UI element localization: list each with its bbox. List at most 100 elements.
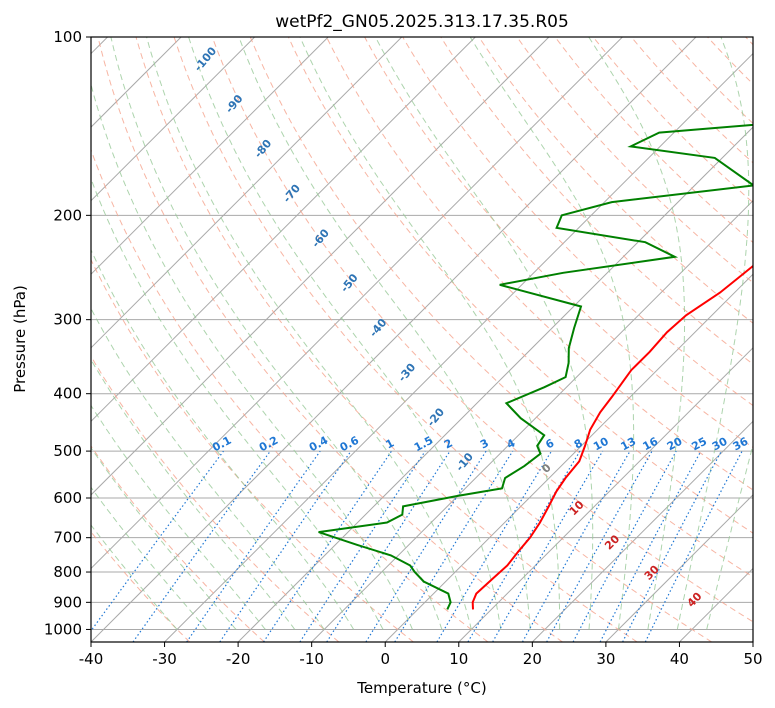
isotherm-line: [91, 37, 403, 349]
moist-adiabat-label: 10: [567, 498, 587, 518]
moist-adiabat-line: [188, 37, 502, 630]
isotherm-line: [91, 37, 329, 275]
dry-adiabat-line: [326, 37, 753, 491]
y-tick-label: 200: [53, 206, 82, 224]
axes: -40 -30 -20 -10 0 10 20 30 40 5010009008007006005…: [44, 28, 763, 668]
profile-line: [318, 123, 753, 610]
dry-adiabat-line: [91, 258, 414, 642]
mixing-ratio-line: [326, 450, 451, 642]
dry-adiabat-line: [91, 148, 489, 642]
mixing-ratio-label: 13: [619, 435, 639, 454]
chart-title: wetPf2_GN05.2025.313.17.35.R05: [275, 12, 569, 32]
mixing-ratio-line: [436, 450, 553, 642]
moist-adiabat-line: [374, 37, 594, 630]
y-tick-label: 100: [53, 28, 82, 46]
mixing-ratio-line: [219, 450, 352, 642]
profile-lines: [318, 123, 753, 610]
dry-adiabat-line: [91, 445, 265, 642]
dry-adiabat-line: [516, 37, 753, 284]
moist-adiabat-line: [706, 442, 753, 630]
plot-frame: [90, 36, 754, 643]
dry-adiabat-line: [745, 37, 753, 46]
y-tick-label: 700: [53, 529, 82, 547]
moist-adiabat-label: 20: [602, 532, 622, 552]
moist-adiabat-line: [91, 248, 355, 630]
y-tick-label: 800: [53, 563, 82, 581]
x-tick-label: 40: [670, 650, 689, 668]
isotherm-line: [531, 420, 753, 642]
isotherm-line: [458, 347, 753, 642]
isotherm-line: [752, 641, 753, 642]
dry-adiabat-label: -100: [192, 44, 220, 74]
x-tick-label: 30: [596, 650, 615, 668]
moist-adiabat-line: [91, 486, 207, 630]
dry-adiabat-label: -60: [309, 226, 332, 250]
mixing-ratio-label: 16: [641, 434, 661, 453]
isotherm-line: [91, 37, 256, 202]
dry-adiabat-label: -50: [338, 271, 361, 295]
mixing-ratio-label: 36: [731, 435, 751, 454]
mixing-ratio-label: 4: [505, 436, 518, 451]
background-lines: [91, 37, 753, 642]
x-tick-label: -10: [299, 650, 324, 668]
profile-line: [471, 264, 753, 610]
x-tick-label: -40: [79, 650, 104, 668]
x-tick-label: 0: [380, 650, 390, 668]
mixing-ratio-label: 10: [591, 435, 611, 454]
dry-adiabat-label: -90: [223, 92, 246, 116]
x-tick-label: -30: [152, 650, 177, 668]
y-tick-label: 300: [53, 311, 82, 329]
mixing-ratio-label: 30: [710, 435, 730, 454]
moist-adiabat-line: [91, 404, 266, 630]
dry-adiabat-line: [97, 37, 563, 642]
y-tick-label: 1000: [44, 620, 82, 638]
dry-adiabat-line: [91, 355, 340, 642]
moist-adiabat-line: [91, 82, 413, 630]
y-tick-label: 600: [53, 489, 82, 507]
x-tick-label: -20: [226, 650, 251, 668]
isotherm-line: [91, 37, 697, 642]
moist-adiabat-line: [238, 37, 531, 630]
moist-adiabat-line: [91, 177, 384, 630]
mixing-ratio-label: 6: [543, 436, 556, 451]
moist-adiabat-line: [469, 37, 635, 630]
x-axis-label: Temperature (°C): [356, 679, 486, 697]
moist-adiabat-label: 0: [539, 461, 554, 476]
moist-adiabat-line: [299, 37, 561, 630]
mixing-ratio-line: [91, 450, 224, 632]
dry-adiabat-label: -10: [453, 450, 476, 474]
dry-adiabat-label: -80: [252, 137, 275, 161]
x-tick-label: 10: [449, 650, 468, 668]
isotherm-line: [237, 126, 753, 642]
x-tick-label: 50: [743, 650, 762, 668]
mixing-ratio-label: 25: [689, 435, 709, 454]
mixing-ratio-line: [644, 450, 743, 642]
isotherm-line: [384, 273, 753, 642]
mixing-ratio-line: [263, 450, 393, 642]
isotherm-line: [91, 37, 476, 423]
dry-adiabat-label: -30: [396, 361, 419, 385]
y-axis-label: Pressure (hPa): [11, 285, 29, 393]
moist-adiabat-line: [91, 446, 237, 630]
moist-adiabat-label: 40: [685, 590, 705, 610]
mixing-ratio-line: [299, 450, 426, 642]
moist-adiabat-line: [91, 307, 325, 630]
y-tick-label: 400: [53, 385, 82, 403]
mixing-ratio-line: [186, 450, 321, 642]
moist-adiabat-line: [588, 37, 686, 630]
mixing-ratio-line: [394, 450, 514, 642]
y-tick-label: 500: [53, 442, 82, 460]
isotherm-line: [311, 199, 753, 642]
isotherm-line: [91, 37, 550, 496]
mixing-ratio-line: [572, 450, 677, 642]
isotherm-line: [91, 37, 623, 570]
moist-adiabat-line: [91, 358, 296, 630]
mixing-ratio-line: [365, 450, 487, 642]
mixing-ratio-line: [132, 450, 271, 642]
mixing-ratio-line: [546, 450, 653, 642]
dry-adiabat-label: -20: [424, 405, 447, 429]
x-tick-label: 20: [523, 650, 542, 668]
moist-adiabat-line: [91, 524, 178, 630]
dry-adiabat-line: [135, 37, 638, 642]
dry-adiabat-line: [554, 37, 753, 244]
